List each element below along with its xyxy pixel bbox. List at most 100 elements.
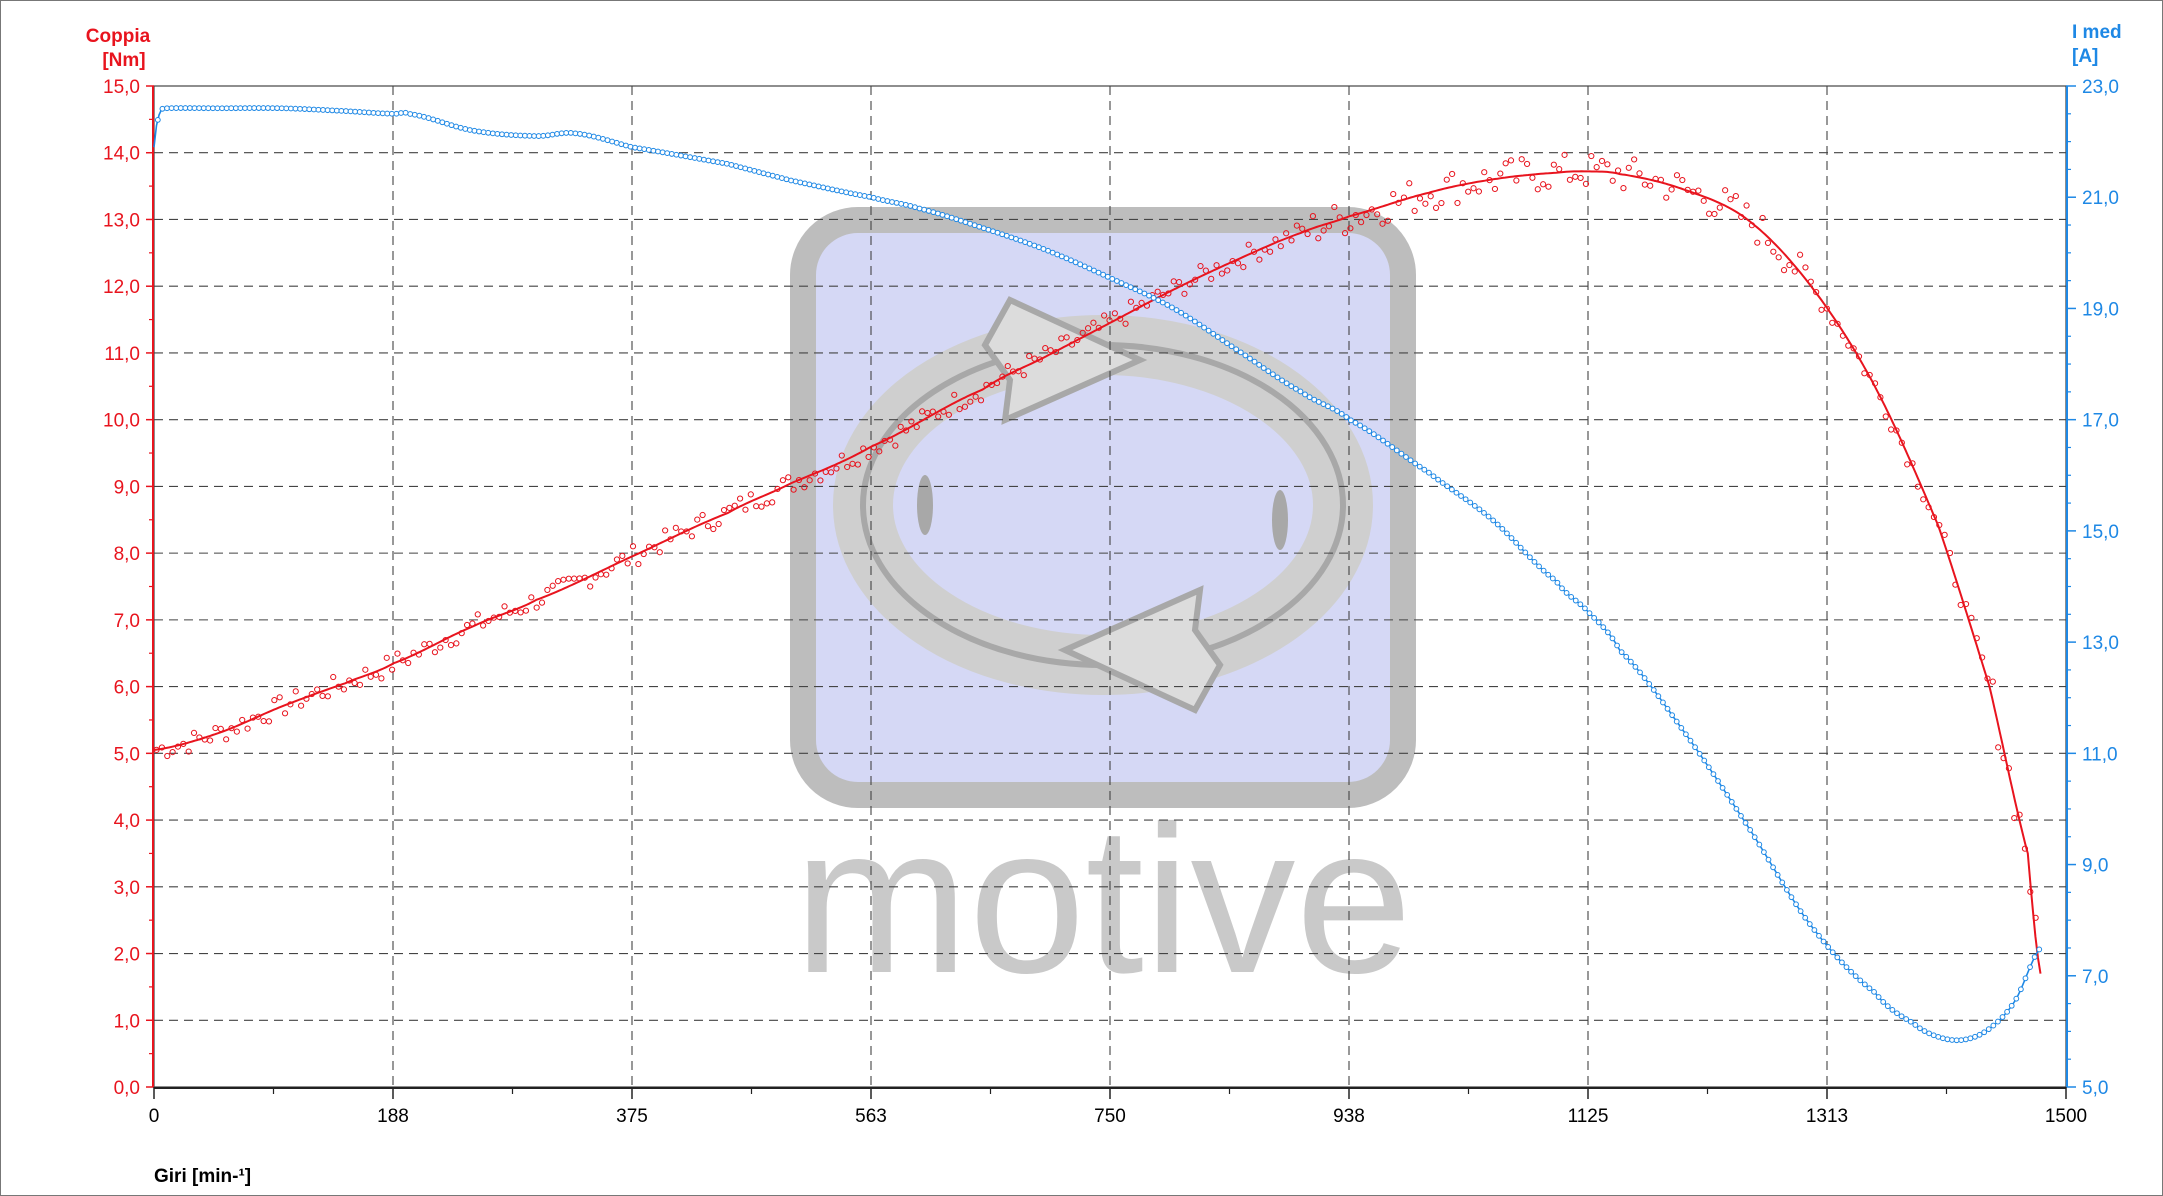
current-point [1302,391,1308,398]
current-point [1448,486,1455,493]
current-point [1673,718,1680,725]
current-point [1554,579,1561,586]
current-point [1903,1016,1910,1022]
torque-point [538,599,546,606]
current-point [1655,693,1662,700]
torque-point [190,729,198,736]
current-point [756,169,762,175]
current-point [2031,954,2038,960]
torque-point [833,465,840,472]
torque-point [571,575,578,582]
current-point [1150,294,1157,301]
torque-point [1475,188,1482,195]
torque-point [1042,345,1049,352]
current-point [1201,324,1207,331]
torque-point [753,503,760,510]
torque-point [1111,310,1118,317]
current-point [1779,879,1786,886]
current-point [1692,744,1698,751]
current-point [696,155,703,162]
torque-point [447,641,455,649]
torque-point [790,486,797,493]
torque-point [1588,152,1595,160]
torque-point [474,611,481,618]
current-point [2017,986,2024,993]
x-tick-label: 1500 [2045,1106,2087,1127]
current-point [370,109,377,116]
torque-point [806,477,813,484]
torque-point [1663,194,1670,201]
current-point [485,129,492,136]
current-point [1187,315,1194,322]
torque-point [1914,483,1921,490]
current-point [746,166,753,173]
current-point [1063,255,1070,262]
torque-point [560,576,567,583]
torque-point [1293,222,1300,229]
current-point [1123,282,1129,289]
torque-point [1566,176,1573,183]
torque-point [233,728,240,735]
current-point [2036,946,2043,953]
current-point [425,115,432,121]
current-point [1710,771,1717,777]
torque-point [1213,262,1220,269]
current-point [1985,1026,1992,1033]
current-point [976,223,983,230]
current-point [1650,687,1657,693]
current-point [1816,932,1822,939]
right-tick-label: 17,0 [2082,411,2119,432]
current-point [1508,535,1515,541]
current-point [1820,938,1827,945]
current-point [1403,454,1409,460]
current-point [1646,681,1653,687]
torque-point [340,686,348,693]
current-point [779,175,785,181]
x-tick-label: 563 [855,1106,887,1127]
torque-point [1679,176,1686,184]
torque-point [1208,275,1215,282]
current-point [329,107,336,114]
current-point [242,105,248,111]
torque-point [1256,256,1263,263]
torque-point [1727,196,1734,203]
current-point [411,111,418,118]
current-point [1292,385,1299,392]
current-point [1935,1033,1942,1040]
left-tick-label: 0,0 [114,1078,140,1099]
current-point [659,149,666,156]
torque-point [1797,251,1804,258]
torque-point [1443,176,1450,183]
current-point [1981,1029,1988,1036]
current-point [600,136,606,142]
current-point [577,131,583,137]
current-point [196,105,203,112]
torque-point [1347,225,1354,232]
current-point [1205,327,1212,334]
left-tick-label: 10,0 [103,411,140,432]
torque-point [1240,264,1247,271]
current-point [1375,434,1382,441]
current-point [1765,856,1772,863]
torque-point [1283,230,1290,237]
torque-point [656,549,663,556]
torque-point [2011,814,2018,822]
current-point [1361,425,1368,432]
left-tick-label: 14,0 [103,144,140,165]
torque-point [876,448,883,455]
torque-point [212,724,219,732]
torque-point [1540,181,1547,188]
current-point [843,189,850,196]
torque-point [206,737,214,744]
current-point [678,152,684,159]
current-point [1155,297,1162,304]
current-point [1848,968,1854,975]
torque-point [817,477,824,484]
current-point [733,163,739,169]
torque-point [314,686,321,693]
torque-point [1850,345,1857,352]
current-point [1774,871,1781,878]
current-point [1618,649,1625,656]
torque-point [1502,160,1509,167]
torque-point [1995,744,2002,751]
